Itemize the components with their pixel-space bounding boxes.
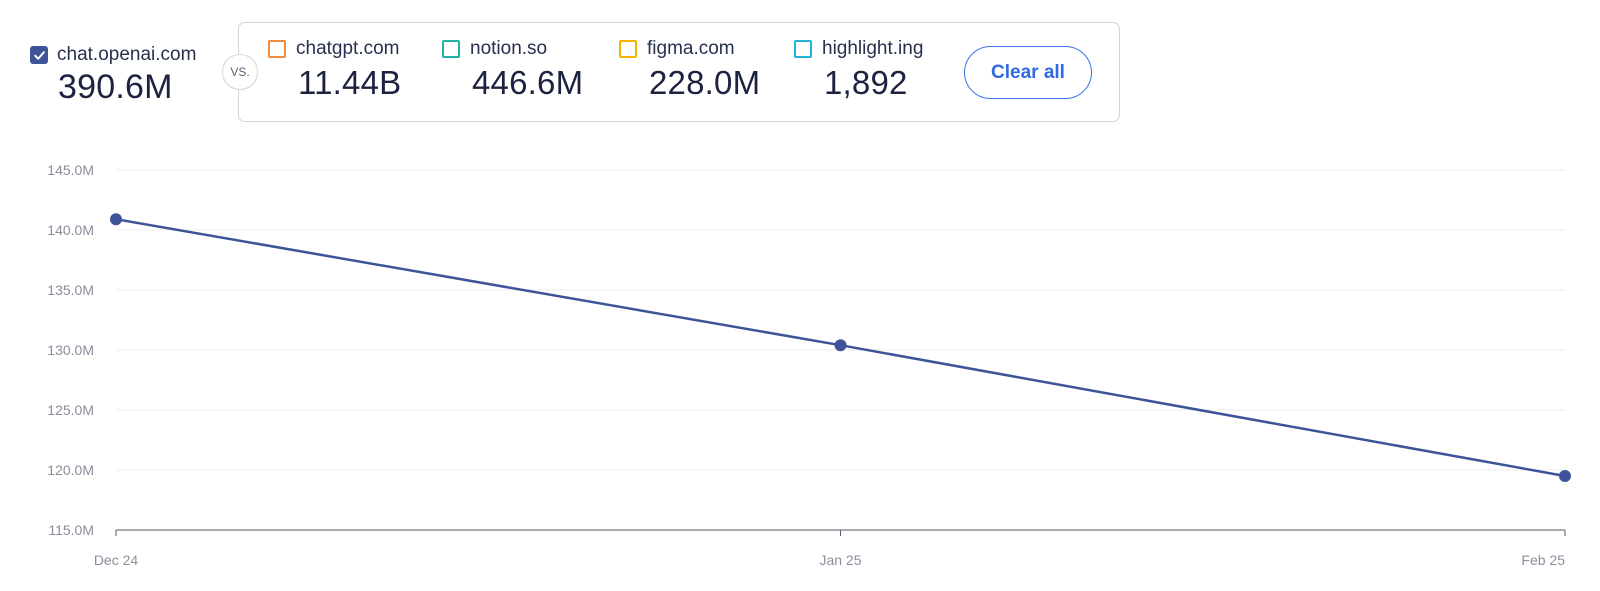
primary-site-value: 390.6M: [58, 68, 173, 106]
comparison-site-label: highlight.ing: [822, 38, 924, 59]
vs-badge: VS.: [222, 54, 258, 90]
comparison-item-chatgpt: chatgpt.com 11.44B: [268, 38, 401, 102]
checkmark-icon: [33, 50, 45, 60]
y-tick-label: 125.0M: [47, 402, 94, 418]
x-tick-label: Dec 24: [94, 552, 139, 568]
comparison-checkbox[interactable]: [442, 40, 460, 58]
y-tick-label: 130.0M: [47, 342, 94, 358]
comparison-item-highlight: highlight.ing 1,892: [794, 38, 923, 102]
primary-site: chat.openai.com 390.6M: [30, 44, 196, 107]
line-chart: 115.0M 120.0M 125.0M 130.0M 135.0M 140.0M 145.…: [47, 162, 1571, 568]
y-tick-label: 140.0M: [47, 222, 94, 238]
comparison-checkbox[interactable]: [268, 40, 286, 58]
comparison-item-notion: notion.so 446.6M: [442, 38, 583, 102]
data-point: [110, 213, 122, 226]
comparison-site-label: chatgpt.com: [296, 38, 400, 59]
comparison-site-value: 446.6M: [472, 64, 584, 101]
comparison-site-value: 11.44B: [298, 64, 402, 101]
data-point: [1559, 470, 1571, 482]
primary-site-label: chat.openai.com: [57, 44, 197, 65]
data-point: [834, 339, 847, 352]
y-tick-label: 115.0M: [48, 522, 94, 538]
x-tick-label: Feb 25: [1521, 552, 1565, 568]
comparison-checkbox[interactable]: [794, 40, 812, 58]
comparison-site-value: 228.0M: [649, 64, 761, 101]
comparison-item-figma: figma.com 228.0M: [619, 38, 760, 102]
comparison-checkbox[interactable]: [619, 40, 637, 58]
primary-site-checkbox[interactable]: [30, 46, 48, 64]
y-tick-label: 120.0M: [47, 462, 94, 478]
comparison-site-label: notion.so: [470, 38, 548, 59]
y-tick-label: 135.0M: [47, 282, 94, 298]
x-tick-label: Jan 25: [819, 552, 861, 568]
comparison-site-value: 1,892: [824, 64, 908, 101]
y-tick-label: 145.0M: [47, 162, 94, 178]
clear-all-button[interactable]: Clear all: [964, 46, 1092, 99]
comparison-site-label: figma.com: [647, 38, 735, 59]
